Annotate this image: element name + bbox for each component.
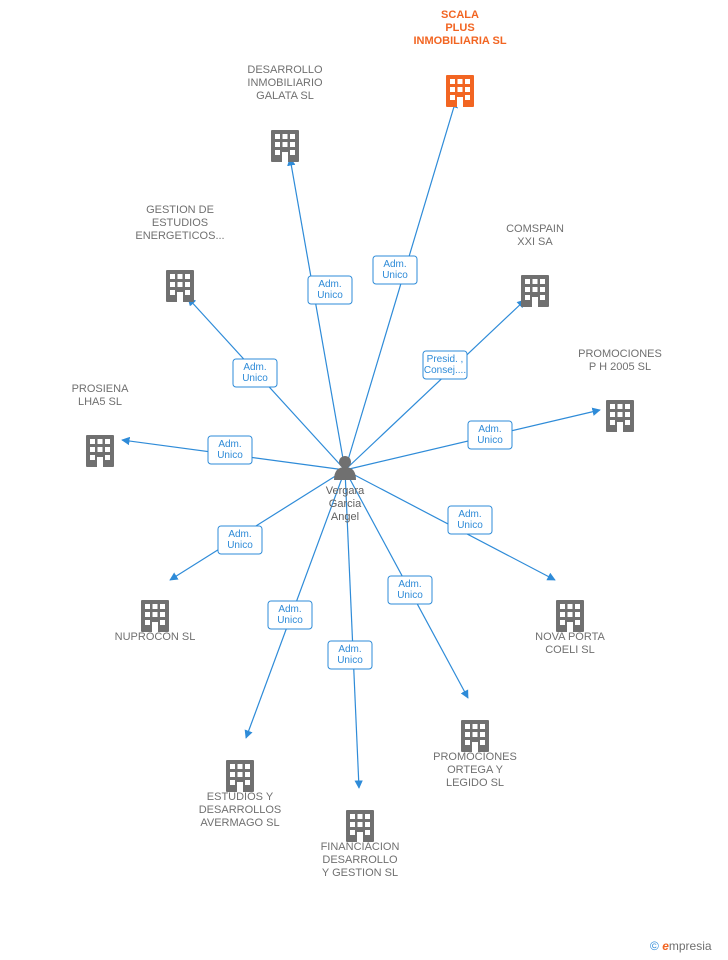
node-label: PROMOCIONES xyxy=(433,751,517,763)
edge-label-estudios: Adm.Unico xyxy=(268,601,312,629)
edge-label-nuprocon: Adm.Unico xyxy=(218,526,262,554)
node-label: INMOBILIARIA SL xyxy=(413,35,506,47)
edge-galata xyxy=(290,158,345,470)
svg-text:Unico: Unico xyxy=(227,540,253,551)
node-label: INMOBILIARIO xyxy=(247,77,323,89)
edge-label-novaporta: Adm.Unico xyxy=(448,506,492,534)
node-label: GESTION DE xyxy=(146,204,214,216)
node-galata: DESARROLLOINMOBILIARIOGALATA SL xyxy=(247,64,323,162)
node-comspain: COMSPAINXXI SA xyxy=(506,223,564,307)
node-label: ENERGETICOS... xyxy=(135,230,224,242)
edge-label-ortega: Adm.Unico xyxy=(388,576,432,604)
node-label: ESTUDIOS Y xyxy=(207,791,274,803)
node-promph: PROMOCIONESP H 2005 SL xyxy=(578,348,662,432)
node-label: PLUS xyxy=(445,22,474,34)
svg-text:Unico: Unico xyxy=(397,590,423,601)
node-label: ESTUDIOS xyxy=(152,217,208,229)
svg-text:Unico: Unico xyxy=(277,615,303,626)
svg-text:Adm.: Adm. xyxy=(383,259,406,270)
svg-text:Adm.: Adm. xyxy=(228,529,251,540)
node-label: NOVA PORTA xyxy=(535,631,605,643)
edge-label-gestion: Adm.Unico xyxy=(233,359,277,387)
node-label: DESARROLLO xyxy=(247,64,323,76)
node-label: COMSPAIN xyxy=(506,223,564,235)
nodes: SCALAPLUSINMOBILIARIA SLDESARROLLOINMOBI… xyxy=(72,9,662,879)
node-label: SCALA xyxy=(441,9,479,21)
building-icon xyxy=(86,435,114,467)
edge-labels: Adm.UnicoAdm.UnicoAdm.UnicoPresid. ,Cons… xyxy=(208,256,512,669)
center-label: Garcia xyxy=(329,498,362,510)
building-icon xyxy=(556,600,584,632)
svg-text:Unico: Unico xyxy=(457,520,483,531)
node-label: FINANCIACION xyxy=(321,841,400,853)
node-prosiena: PROSIENALHA5 SL xyxy=(72,383,130,467)
svg-text:Adm.: Adm. xyxy=(243,362,266,373)
svg-text:Unico: Unico xyxy=(477,435,503,446)
building-icon xyxy=(271,130,299,162)
node-label: PROMOCIONES xyxy=(578,348,662,360)
node-label: PROSIENA xyxy=(72,383,130,395)
svg-text:Adm.: Adm. xyxy=(278,604,301,615)
node-scala: SCALAPLUSINMOBILIARIA SL xyxy=(413,9,506,107)
svg-text:Unico: Unico xyxy=(382,270,408,281)
edge-scala xyxy=(345,100,456,470)
svg-text:Adm.: Adm. xyxy=(398,579,421,590)
svg-text:Unico: Unico xyxy=(317,290,343,301)
node-label: DESARROLLO xyxy=(322,854,398,866)
center-label: Vergara xyxy=(326,485,365,497)
node-label: AVERMAGO SL xyxy=(200,817,279,829)
node-label: P H 2005 SL xyxy=(589,361,651,373)
building-icon xyxy=(166,270,194,302)
edge-label-promph: Adm.Unico xyxy=(468,421,512,449)
edge-label-comspain: Presid. ,Consej.... xyxy=(423,351,467,379)
svg-text:Unico: Unico xyxy=(337,655,363,666)
node-label: COELI SL xyxy=(545,644,595,656)
center-label: Angel xyxy=(331,511,359,523)
node-label: XXI SA xyxy=(517,236,553,248)
building-icon xyxy=(446,75,474,107)
svg-text:Consej....: Consej.... xyxy=(424,365,466,376)
edge-label-galata: Adm.Unico xyxy=(308,276,352,304)
svg-text:Adm.: Adm. xyxy=(458,509,481,520)
node-label: GALATA SL xyxy=(256,90,314,102)
svg-text:Unico: Unico xyxy=(242,373,268,384)
node-label: ORTEGA Y xyxy=(447,764,504,776)
edge-label-financ: Adm.Unico xyxy=(328,641,372,669)
node-label: DESARROLLOS xyxy=(199,804,282,816)
network-diagram: Adm.UnicoAdm.UnicoAdm.UnicoPresid. ,Cons… xyxy=(0,0,728,960)
svg-text:Adm.: Adm. xyxy=(338,644,361,655)
edge-label-scala: Adm.Unico xyxy=(373,256,417,284)
svg-text:Unico: Unico xyxy=(217,450,243,461)
node-label: NUPROCON SL xyxy=(115,631,196,643)
node-gestion: GESTION DEESTUDIOSENERGETICOS... xyxy=(135,204,224,302)
node-nuprocon: NUPROCON SL xyxy=(115,600,196,643)
building-icon xyxy=(521,275,549,307)
node-label: LEGIDO SL xyxy=(446,777,504,789)
building-icon xyxy=(226,760,254,792)
node-estudios: ESTUDIOS YDESARROLLOSAVERMAGO SL xyxy=(199,760,282,829)
building-icon xyxy=(606,400,634,432)
credit-text: © empresia xyxy=(650,939,712,953)
node-label: Y GESTION SL xyxy=(322,867,398,879)
svg-text:Presid. ,: Presid. , xyxy=(427,354,464,365)
node-financ: FINANCIACIONDESARROLLOY GESTION SL xyxy=(321,810,400,879)
node-label: LHA5 SL xyxy=(78,396,122,408)
svg-text:Adm.: Adm. xyxy=(218,439,241,450)
edge-label-prosiena: Adm.Unico xyxy=(208,436,252,464)
building-icon xyxy=(346,810,374,842)
building-icon xyxy=(461,720,489,752)
building-icon xyxy=(141,600,169,632)
svg-text:Adm.: Adm. xyxy=(318,279,341,290)
svg-text:Adm.: Adm. xyxy=(478,424,501,435)
node-ortega: PROMOCIONESORTEGA YLEGIDO SL xyxy=(433,720,517,789)
node-novaporta: NOVA PORTACOELI SL xyxy=(535,600,605,656)
edge-nuprocon xyxy=(170,470,345,580)
